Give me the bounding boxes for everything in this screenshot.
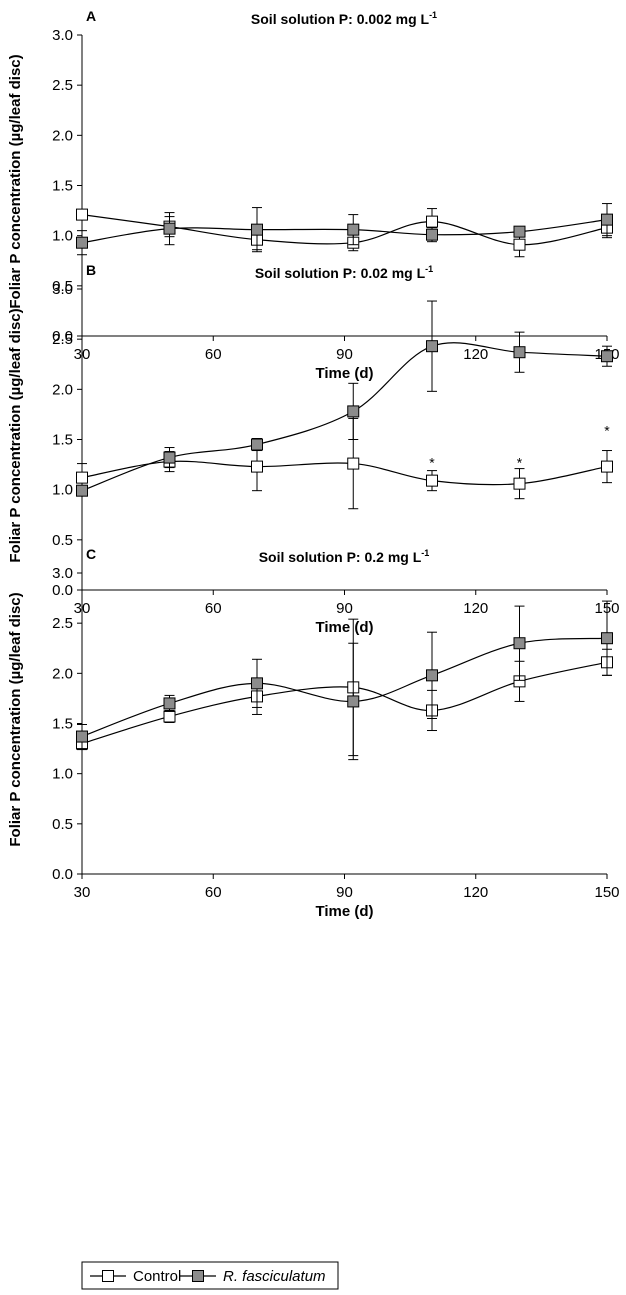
y-tick-label: 0.0 — [52, 866, 73, 883]
panel-title: Soil solution P: 0.002 mg L-1 — [251, 10, 437, 27]
series-open-square — [76, 417, 613, 510]
y-tick-label: 1.0 — [52, 228, 73, 245]
y-tick-label: 0.5 — [52, 532, 73, 549]
y-axis-title: Foliar P concentration (µg/leaf disc) — [7, 54, 24, 308]
data-point — [601, 350, 613, 363]
legend-label: R. fasciculatum — [223, 1268, 326, 1285]
data-point — [347, 695, 360, 708]
x-axis-title: Time (d) — [315, 365, 373, 382]
y-tick-label: 3.0 — [52, 27, 73, 44]
data-point — [513, 238, 526, 251]
series-filled-square — [76, 300, 613, 497]
data-point — [76, 471, 88, 484]
data-point — [76, 236, 88, 249]
data-point — [347, 457, 360, 470]
series-open-square — [76, 618, 613, 757]
panel-letter: C — [86, 546, 96, 562]
x-tick-label: 60 — [205, 600, 222, 617]
x-tick-label: 120 — [463, 346, 488, 363]
y-tick-label: 2.5 — [52, 331, 73, 348]
data-point — [76, 208, 88, 221]
y-tick-label: 2.0 — [52, 127, 73, 144]
data-point — [347, 223, 360, 236]
y-tick-label: 1.5 — [52, 178, 73, 195]
legend-label: Control — [133, 1268, 181, 1285]
data-point — [601, 213, 613, 226]
x-tick-label: 120 — [463, 600, 488, 617]
data-point — [426, 340, 438, 353]
data-point — [76, 484, 88, 497]
series-filled-square — [76, 203, 613, 256]
y-tick-label: 3.0 — [52, 565, 73, 582]
y-tick-label: 1.0 — [52, 482, 73, 499]
series-filled-square — [76, 600, 613, 761]
data-point — [251, 223, 263, 236]
data-point — [251, 460, 263, 473]
y-tick-label: 0.5 — [52, 278, 73, 295]
y-axis-title: Foliar P concentration (µg/leaf disc) — [7, 308, 24, 562]
panel-c: 0.0 0.5 1.0 1.5 2.0 2.5 3.0 30 60 90 120 150 Time (d… — [7, 546, 620, 920]
x-tick-label: 90 — [336, 346, 353, 363]
panel-title: Soil solution P: 0.02 mg L-1 — [255, 264, 433, 281]
significance-marker: * — [517, 455, 523, 471]
x-tick-label: 90 — [336, 884, 353, 901]
y-tick-label: 2.0 — [52, 665, 73, 682]
series-line — [81, 661, 608, 745]
legend: Control R. fasciculatum — [81, 1261, 339, 1290]
significance-marker: * — [429, 455, 435, 471]
y-tick-label: 1.5 — [52, 432, 73, 449]
significance-marker: * — [604, 422, 610, 438]
data-point — [426, 228, 438, 241]
x-tick-label: 30 — [74, 884, 91, 901]
data-point — [163, 222, 176, 235]
data-point — [513, 477, 526, 490]
series-line — [81, 460, 608, 486]
y-tick-label: 2.0 — [52, 381, 73, 398]
x-tick-label: 90 — [336, 600, 353, 617]
panel-letter: B — [86, 262, 96, 278]
x-axis-title: Time (d) — [315, 903, 373, 920]
data-point — [426, 215, 438, 228]
series-line — [81, 219, 608, 244]
y-tick-label: 2.5 — [52, 77, 73, 94]
y-tick-label: 0.5 — [52, 816, 73, 833]
data-point — [163, 710, 176, 723]
data-point — [163, 697, 176, 710]
data-point — [347, 405, 360, 418]
x-tick-label: 60 — [205, 346, 222, 363]
data-point — [513, 346, 526, 359]
y-tick-label: 0.0 — [52, 582, 73, 599]
series-open-square — [76, 208, 613, 258]
data-point — [513, 225, 526, 238]
data-point — [76, 730, 88, 743]
x-axis-title: Time (d) — [315, 619, 373, 636]
legend-marker — [102, 1270, 114, 1282]
y-axis-title: Foliar P concentration (µg/leaf disc) — [7, 592, 24, 846]
x-tick-label: 150 — [594, 884, 619, 901]
data-point — [251, 677, 263, 690]
panel-letter: A — [86, 8, 96, 24]
y-tick-label: 3.0 — [52, 281, 73, 298]
data-point — [513, 637, 526, 650]
data-point — [601, 460, 613, 473]
legend-marker — [192, 1270, 204, 1282]
y-tick-label: 0.0 — [52, 328, 73, 345]
y-tick-label: 1.0 — [52, 766, 73, 783]
data-point — [426, 669, 438, 682]
y-tick-label: 1.5 — [52, 716, 73, 733]
y-tick-label: 2.5 — [52, 615, 73, 632]
x-tick-label: 120 — [463, 884, 488, 901]
data-point — [426, 474, 438, 487]
x-tick-label: 60 — [205, 884, 222, 901]
data-point — [163, 451, 176, 464]
panel-title: Soil solution P: 0.2 mg L-1 — [259, 548, 430, 565]
data-point — [251, 438, 263, 451]
data-point — [601, 632, 613, 645]
